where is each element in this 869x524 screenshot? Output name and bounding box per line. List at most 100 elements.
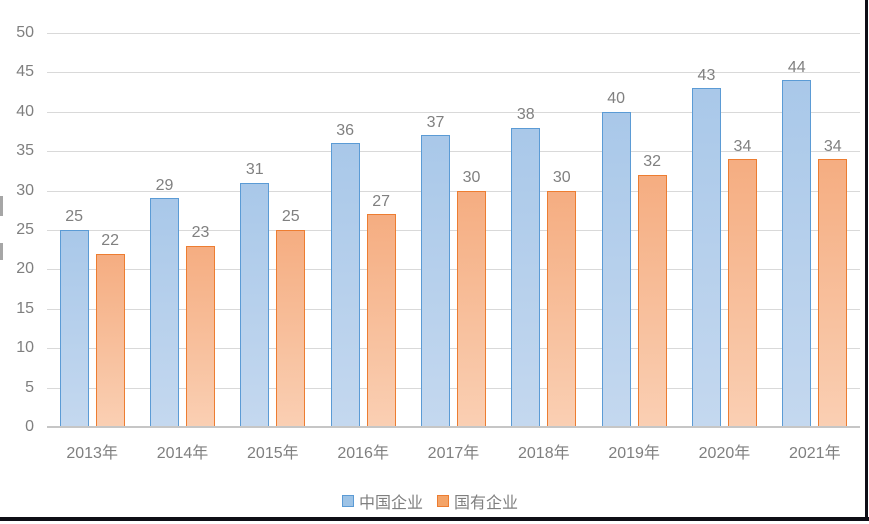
bar-value-label: 34 bbox=[733, 137, 752, 155]
bar-group: 38 30 bbox=[499, 33, 589, 427]
x-axis-label: 2015年 bbox=[247, 445, 299, 462]
bar-value-label: 31 bbox=[245, 161, 264, 179]
legend-marker-state-owned-enterprises bbox=[437, 495, 449, 507]
bar-china-enterprises bbox=[691, 88, 721, 427]
bar-wrap: 22 bbox=[95, 33, 125, 427]
bar-value-label: 23 bbox=[191, 224, 210, 242]
y-axis-title-clipped bbox=[0, 196, 3, 216]
bar-wrap: 30 bbox=[456, 33, 486, 427]
bar-state-owned-enterprises bbox=[547, 190, 577, 427]
bar-value-label: 27 bbox=[372, 192, 391, 210]
bar-value-label: 40 bbox=[607, 90, 626, 108]
y-tick-label: 30 bbox=[16, 181, 34, 199]
bar-china-enterprises bbox=[149, 198, 179, 427]
y-axis-title-clipped bbox=[0, 243, 3, 260]
bar-wrap: 40 bbox=[601, 33, 631, 427]
legend-item-china-enterprises: 中国企业 bbox=[341, 489, 423, 513]
bar-state-owned-enterprises bbox=[637, 174, 667, 427]
plot-area: 25 22 29 23 31 25 36 27 37 30 38 30 40 32 43 34 44 34 bbox=[47, 33, 860, 428]
bar-group: 43 34 bbox=[679, 33, 769, 427]
gridline bbox=[47, 348, 860, 350]
bar-china-enterprises bbox=[782, 80, 812, 427]
bar-wrap: 30 bbox=[547, 33, 577, 427]
gridline bbox=[47, 308, 860, 310]
frame-border-right bbox=[865, 0, 868, 521]
bar-wrap: 34 bbox=[818, 33, 848, 427]
x-axis-label: 2016年 bbox=[337, 445, 389, 462]
bar-wrap: 25 bbox=[59, 33, 89, 427]
bar-wrap: 29 bbox=[149, 33, 179, 427]
x-axis-line bbox=[47, 426, 860, 428]
bar-wrap: 44 bbox=[782, 33, 812, 427]
bar-wrap: 37 bbox=[420, 33, 450, 427]
bar-wrap: 38 bbox=[511, 33, 541, 427]
bar-groups: 25 22 29 23 31 25 36 27 37 30 38 30 40 32 43 34 44 34 bbox=[47, 33, 860, 427]
legend-marker-china-enterprises bbox=[341, 495, 354, 507]
x-axis-label: 2019年 bbox=[608, 445, 660, 462]
bar-value-label: 38 bbox=[516, 105, 535, 123]
gridline bbox=[47, 111, 860, 113]
bar-value-label: 22 bbox=[101, 232, 120, 250]
bar-group: 44 34 bbox=[770, 33, 860, 427]
bar-group: 29 23 bbox=[137, 33, 227, 427]
bar-value-label: 25 bbox=[281, 208, 300, 226]
bar-group: 37 30 bbox=[408, 33, 498, 427]
bar-value-label: 25 bbox=[65, 208, 84, 226]
bar-group: 31 25 bbox=[228, 33, 318, 427]
bar-wrap: 34 bbox=[727, 33, 757, 427]
bar-wrap: 23 bbox=[185, 33, 215, 427]
y-tick-label: 15 bbox=[16, 299, 34, 317]
bar-wrap: 25 bbox=[276, 33, 306, 427]
y-tick-label: 40 bbox=[16, 102, 34, 120]
legend-label: 中国企业 bbox=[358, 495, 423, 512]
bar-china-enterprises bbox=[511, 127, 541, 427]
bar-china-enterprises bbox=[601, 111, 631, 427]
bar-wrap: 36 bbox=[330, 33, 360, 427]
legend-label: 国有企业 bbox=[454, 495, 519, 512]
y-tick-label: 5 bbox=[25, 378, 34, 396]
bar-wrap: 32 bbox=[637, 33, 667, 427]
bar-wrap: 43 bbox=[691, 33, 721, 427]
y-tick-label: 25 bbox=[16, 221, 34, 238]
y-tick-label: 45 bbox=[16, 63, 34, 81]
bar-china-enterprises bbox=[330, 143, 360, 427]
bar-china-enterprises bbox=[240, 182, 270, 427]
bar-china-enterprises bbox=[59, 230, 89, 427]
bar-state-owned-enterprises bbox=[276, 230, 306, 427]
bar-value-label: 30 bbox=[552, 169, 571, 187]
x-axis-label: 2017年 bbox=[427, 445, 480, 462]
bar-group: 40 32 bbox=[589, 33, 679, 427]
bar-value-label: 44 bbox=[787, 58, 806, 76]
bar-value-label: 37 bbox=[426, 113, 445, 131]
gridline bbox=[47, 387, 860, 389]
gridline bbox=[47, 269, 860, 271]
bar-state-owned-enterprises bbox=[366, 214, 396, 427]
x-axis-labels: 2013年 2014年 2015年 2016年 2017年 2018年 2019年 2020年… bbox=[47, 439, 860, 463]
gridline bbox=[47, 230, 860, 231]
x-axis-label: 2013年 bbox=[66, 445, 118, 462]
bar-state-owned-enterprises bbox=[818, 159, 848, 427]
bar-state-owned-enterprises bbox=[95, 253, 125, 427]
frame-border-bottom bbox=[0, 517, 869, 521]
x-axis-label: 2020年 bbox=[698, 445, 751, 462]
y-tick-label: 35 bbox=[16, 142, 34, 160]
gridline bbox=[47, 190, 860, 192]
bar-group: 36 27 bbox=[318, 33, 408, 427]
bar-value-label: 34 bbox=[823, 137, 842, 155]
bar-value-label: 29 bbox=[155, 176, 174, 194]
y-tick-label: 50 bbox=[16, 24, 34, 41]
bar-wrap: 31 bbox=[240, 33, 270, 427]
gridline bbox=[47, 72, 860, 74]
legend: 中国企业 国有企业 bbox=[0, 489, 860, 513]
x-axis-label: 2018年 bbox=[518, 445, 570, 462]
legend-item-state-owned-enterprises: 国有企业 bbox=[437, 489, 518, 513]
bar-group: 25 22 bbox=[47, 33, 137, 427]
y-tick-label: 0 bbox=[25, 418, 34, 435]
x-axis-label: 2021年 bbox=[788, 445, 841, 462]
bar-value-label: 30 bbox=[462, 169, 481, 187]
bar-state-owned-enterprises bbox=[185, 245, 215, 427]
bar-value-label: 36 bbox=[336, 121, 355, 139]
bar-value-label: 32 bbox=[643, 153, 662, 171]
bar-state-owned-enterprises bbox=[727, 159, 757, 427]
